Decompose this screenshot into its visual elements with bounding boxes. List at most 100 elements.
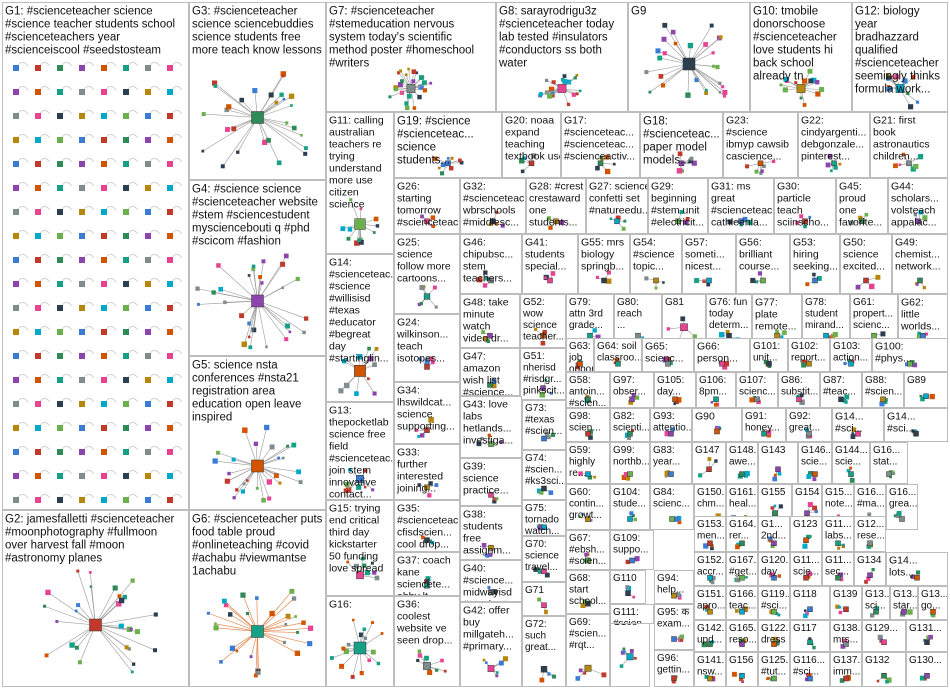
user-node[interactable] (803, 609, 807, 612)
user-node[interactable] (799, 399, 805, 405)
user-node[interactable] (101, 113, 107, 119)
user-node[interactable] (799, 393, 804, 398)
user-node[interactable] (412, 106, 417, 110)
user-node[interactable] (123, 401, 129, 407)
hub-node[interactable] (541, 435, 547, 442)
user-node[interactable] (893, 163, 898, 169)
user-node[interactable] (117, 594, 122, 598)
user-node[interactable] (211, 80, 218, 86)
user-node[interactable] (167, 353, 173, 359)
user-node[interactable] (710, 401, 714, 404)
user-node[interactable] (714, 459, 718, 463)
user-node[interactable] (74, 645, 79, 650)
user-node[interactable] (922, 215, 928, 221)
user-node[interactable] (621, 226, 626, 231)
hub-node[interactable] (557, 84, 567, 93)
hub-node[interactable] (707, 675, 713, 682)
user-node[interactable] (145, 425, 151, 431)
user-node[interactable] (35, 377, 41, 383)
user-node[interactable] (812, 272, 816, 277)
user-node[interactable] (803, 224, 807, 229)
user-node[interactable] (251, 327, 257, 333)
user-node[interactable] (741, 638, 747, 643)
user-node[interactable] (812, 477, 817, 482)
user-node[interactable] (251, 264, 256, 269)
user-node[interactable] (658, 74, 664, 79)
hub-node[interactable] (930, 608, 936, 615)
user-node[interactable] (582, 671, 587, 675)
user-node[interactable] (123, 377, 129, 383)
user-node[interactable] (79, 161, 85, 167)
user-node[interactable] (123, 65, 129, 71)
user-node[interactable] (79, 185, 85, 191)
user-node[interactable] (879, 638, 883, 642)
user-node[interactable] (919, 394, 923, 398)
user-node[interactable] (214, 622, 217, 626)
user-node[interactable] (269, 610, 275, 617)
user-node[interactable] (912, 362, 918, 368)
user-node[interactable] (606, 278, 612, 284)
user-node[interactable] (773, 473, 777, 477)
user-node[interactable] (101, 401, 107, 407)
user-node[interactable] (450, 156, 454, 160)
user-node[interactable] (285, 121, 289, 125)
user-node[interactable] (519, 158, 525, 164)
user-node[interactable] (258, 275, 262, 279)
user-node[interactable] (723, 361, 730, 367)
user-node[interactable] (57, 497, 63, 503)
hub-node[interactable] (831, 160, 837, 167)
user-node[interactable] (718, 35, 723, 40)
user-node[interactable] (807, 502, 813, 508)
user-node[interactable] (397, 71, 401, 75)
user-node[interactable] (670, 427, 675, 432)
user-node[interactable] (741, 680, 744, 683)
user-node[interactable] (801, 359, 808, 366)
user-node[interactable] (812, 645, 816, 650)
user-node[interactable] (547, 93, 553, 99)
user-node[interactable] (775, 612, 779, 616)
user-node[interactable] (491, 379, 497, 384)
user-node[interactable] (586, 553, 590, 556)
user-node[interactable] (631, 429, 634, 433)
user-node[interactable] (692, 334, 697, 339)
user-node[interactable] (581, 513, 584, 516)
user-node[interactable] (266, 479, 273, 485)
user-node[interactable] (167, 233, 173, 239)
user-node[interactable] (219, 660, 223, 664)
user-node[interactable] (886, 86, 891, 92)
user-node[interactable] (481, 542, 487, 548)
user-node[interactable] (145, 473, 151, 479)
user-node[interactable] (269, 444, 275, 450)
user-node[interactable] (359, 671, 364, 676)
user-node[interactable] (689, 156, 694, 161)
user-node[interactable] (718, 81, 722, 85)
user-node[interactable] (79, 209, 85, 215)
user-node[interactable] (840, 578, 844, 582)
user-node[interactable] (648, 90, 652, 94)
user-node[interactable] (704, 675, 709, 679)
user-node[interactable] (807, 673, 812, 678)
user-node[interactable] (422, 88, 428, 93)
user-node[interactable] (145, 353, 151, 359)
user-node[interactable] (374, 346, 379, 351)
user-node[interactable] (101, 497, 107, 503)
user-node[interactable] (123, 425, 129, 431)
user-node[interactable] (575, 73, 579, 77)
user-node[interactable] (345, 358, 349, 362)
user-node[interactable] (612, 162, 616, 166)
hub-node[interactable] (719, 360, 725, 367)
user-node[interactable] (481, 330, 485, 335)
user-node[interactable] (757, 271, 763, 276)
user-node[interactable] (799, 214, 804, 219)
user-node[interactable] (772, 476, 778, 482)
user-node[interactable] (223, 300, 227, 305)
user-node[interactable] (544, 572, 550, 578)
user-node[interactable] (167, 497, 173, 503)
user-node[interactable] (101, 185, 107, 191)
user-node[interactable] (13, 89, 19, 95)
user-node[interactable] (367, 346, 371, 351)
user-node[interactable] (482, 336, 488, 341)
user-node[interactable] (79, 113, 85, 119)
user-node[interactable] (795, 220, 800, 225)
user-node[interactable] (101, 473, 107, 479)
